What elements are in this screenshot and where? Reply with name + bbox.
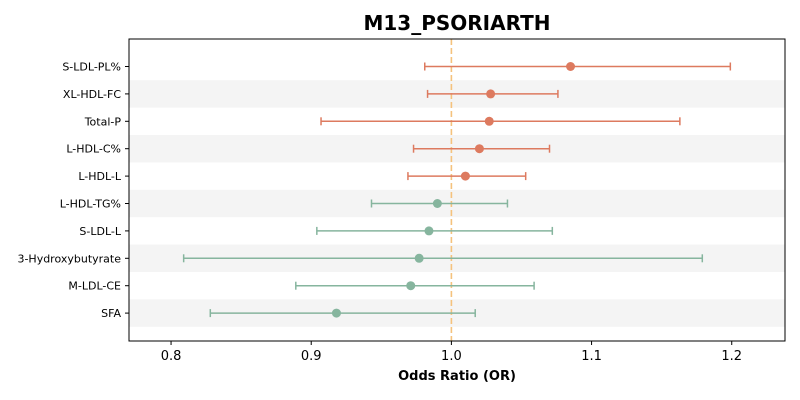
estimate-point (486, 89, 496, 99)
x-tick-label: 1.2 (721, 349, 742, 364)
y-tick-label: S-LDL-PL% (62, 61, 121, 74)
estimate-rows (182, 62, 732, 318)
estimate-point (460, 171, 470, 181)
estimate-point (474, 144, 484, 154)
y-tick-label: L-HDL-L (78, 170, 122, 183)
y-axis: S-LDL-PL% XL-HDL-FC Total-P L-HDL-C% L-HDL-L… (17, 61, 129, 320)
estimate-point (414, 253, 424, 263)
x-axis-label: Odds Ratio (OR) (398, 369, 516, 384)
x-axis: 0.8 0.9 1.0 1.1 1.2 (161, 341, 742, 364)
estimate-point (484, 116, 494, 126)
x-tick-label: 0.8 (161, 349, 182, 364)
x-tick-label: 0.9 (301, 349, 322, 364)
estimate-point (432, 199, 442, 208)
y-tick-label: XL-HDL-FC (63, 88, 121, 101)
estimate-point (566, 62, 576, 71)
x-tick-label: 1.0 (441, 349, 462, 364)
y-tick-label: M-LDL-CE (68, 280, 121, 293)
y-tick-label: L-HDL-TG% (60, 198, 121, 211)
estimate-point (424, 226, 434, 236)
plot-area-frame (128, 38, 786, 342)
x-tick-label: 1.1 (581, 349, 602, 364)
y-tick-label: S-LDL-L (79, 225, 121, 238)
y-tick-label: L-HDL-C% (66, 143, 121, 156)
chart-title: M13_PSORIARTH (363, 11, 550, 35)
estimate-point (406, 281, 416, 291)
estimate-point (331, 308, 341, 318)
y-tick-label: SFA (101, 307, 121, 320)
y-tick-label: 3-Hydroxybutyrate (17, 252, 121, 265)
y-tick-label: Total-P (84, 115, 122, 128)
